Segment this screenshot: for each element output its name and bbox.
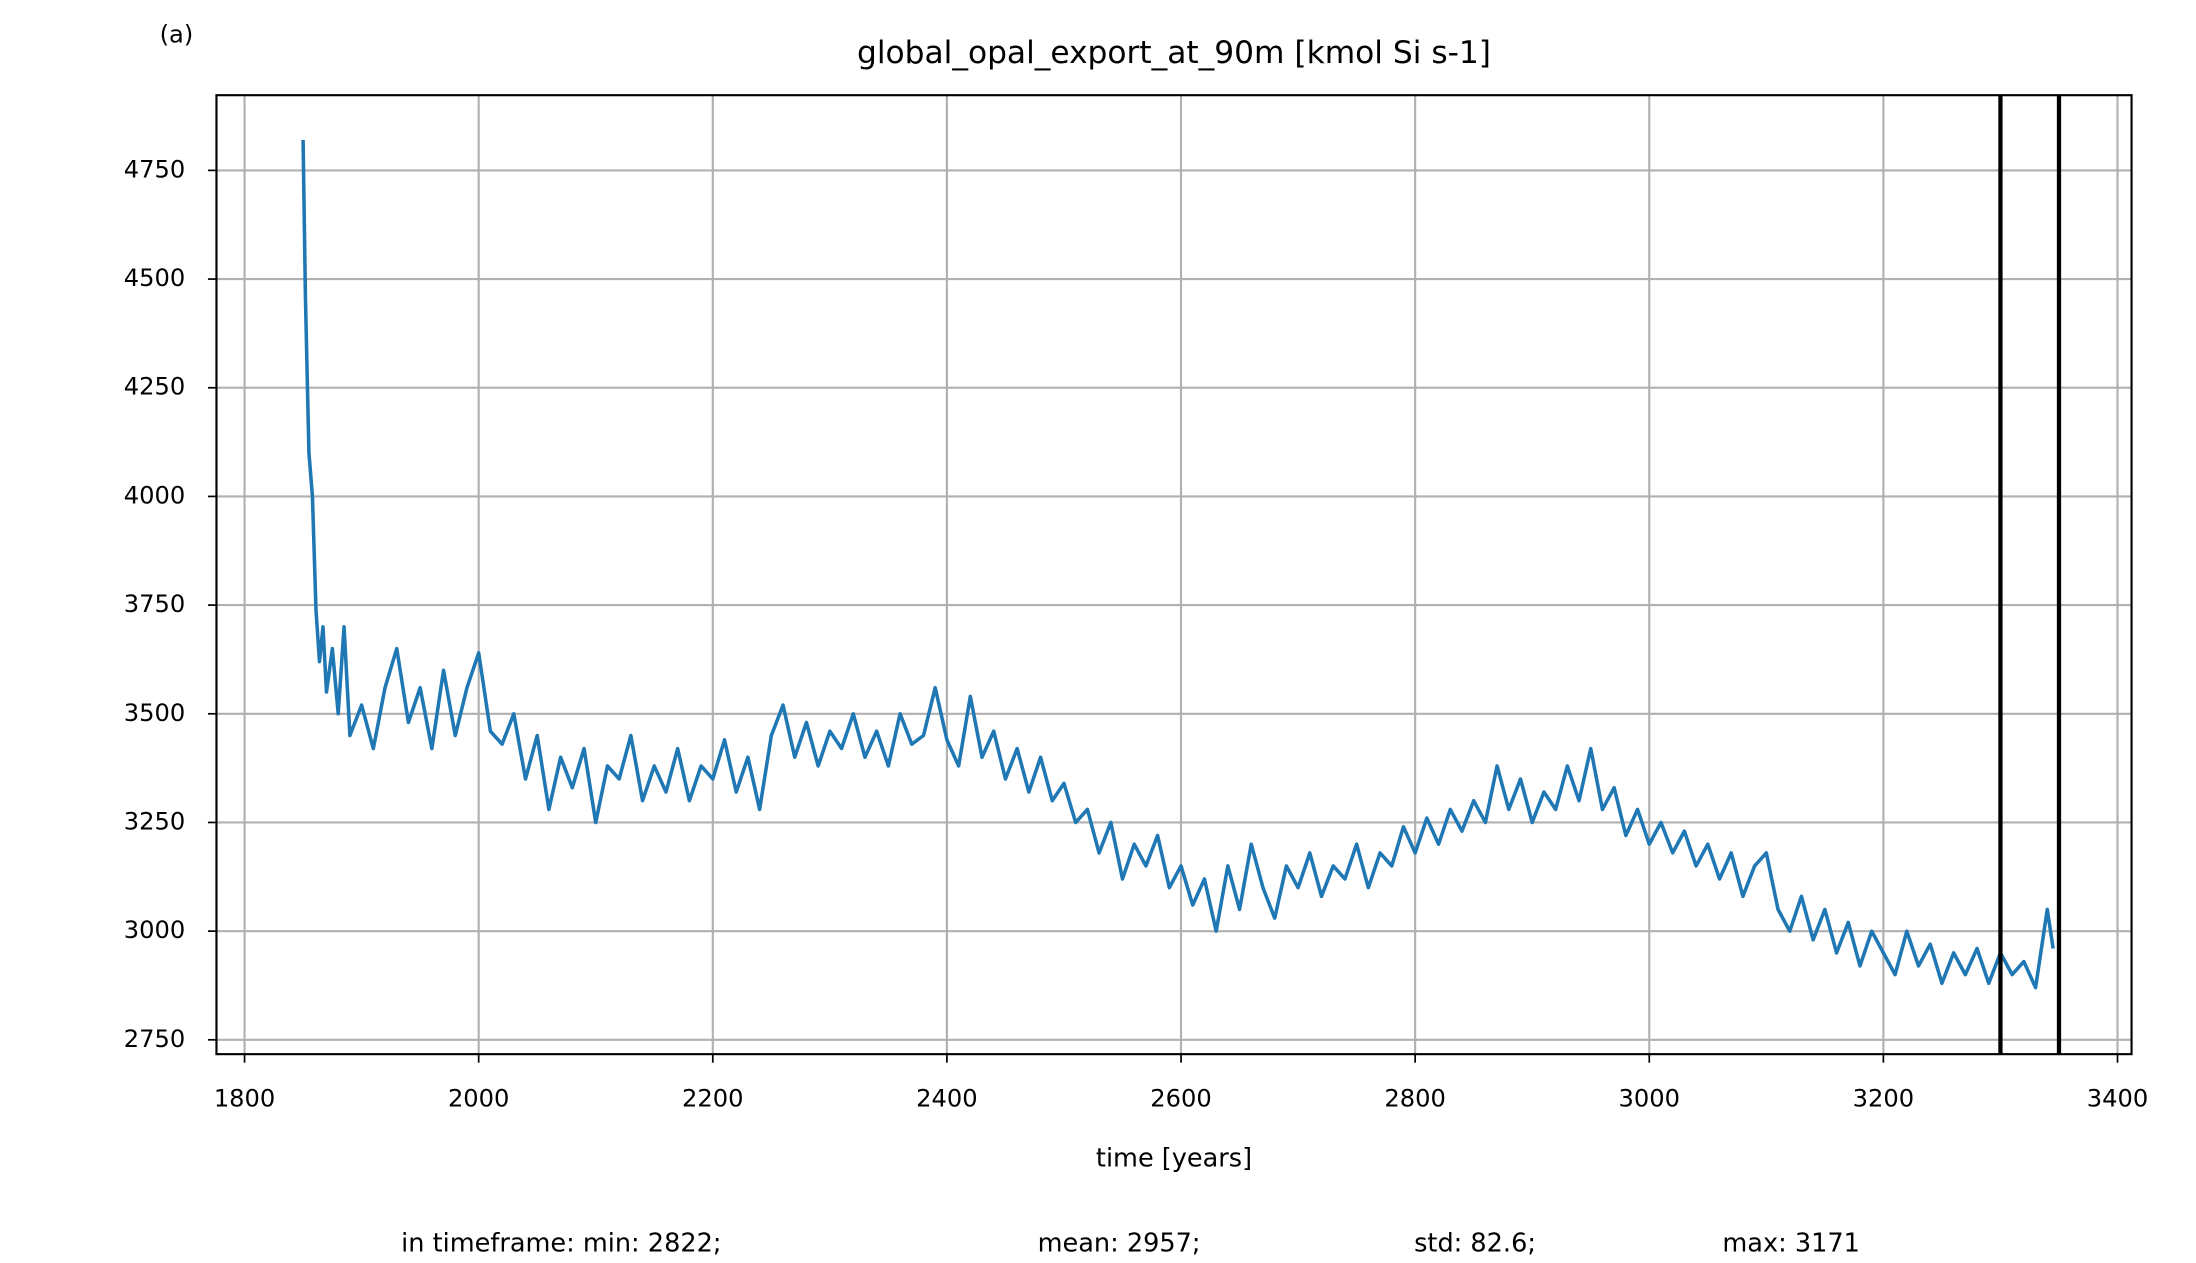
- x-axis-label: time [years]: [1096, 1143, 1252, 1173]
- y-tick-label: 3250: [124, 807, 185, 835]
- x-tick-label: 3200: [1853, 1085, 1914, 1113]
- plot-frame: [215, 94, 2133, 1056]
- y-tick-label: 3750: [124, 590, 185, 618]
- x-tick-label: 1800: [214, 1085, 275, 1113]
- y-tick-label: 2750: [124, 1025, 185, 1053]
- stat: mean: 2957;: [1038, 1229, 1201, 1259]
- x-tick-label: 3000: [1619, 1085, 1680, 1113]
- x-tick-label: 2000: [448, 1085, 509, 1113]
- data-line: [301, 139, 2055, 990]
- chart-title: global_opal_export_at_90m [kmol Si s-1]: [857, 35, 1491, 71]
- stat: in timeframe: min: 2822;: [401, 1229, 721, 1259]
- stat: std: 82.6;: [1414, 1229, 1536, 1259]
- y-tick-label: 4000: [124, 481, 185, 509]
- y-tick-label: 3500: [124, 699, 185, 727]
- panel-label: (a): [160, 21, 194, 49]
- stat: max: 3171: [1722, 1229, 1860, 1259]
- x-tick-label: 2600: [1150, 1085, 1211, 1113]
- x-tick-label: 2400: [916, 1085, 977, 1113]
- y-tick-label: 4500: [124, 264, 185, 292]
- y-tick-label: 4750: [124, 155, 185, 183]
- x-tick-label: 2200: [682, 1085, 743, 1113]
- x-tick-label: 3400: [2087, 1085, 2148, 1113]
- y-tick-label: 3000: [124, 916, 185, 944]
- y-tick-label: 4250: [124, 373, 185, 401]
- x-tick-label: 2800: [1384, 1085, 1445, 1113]
